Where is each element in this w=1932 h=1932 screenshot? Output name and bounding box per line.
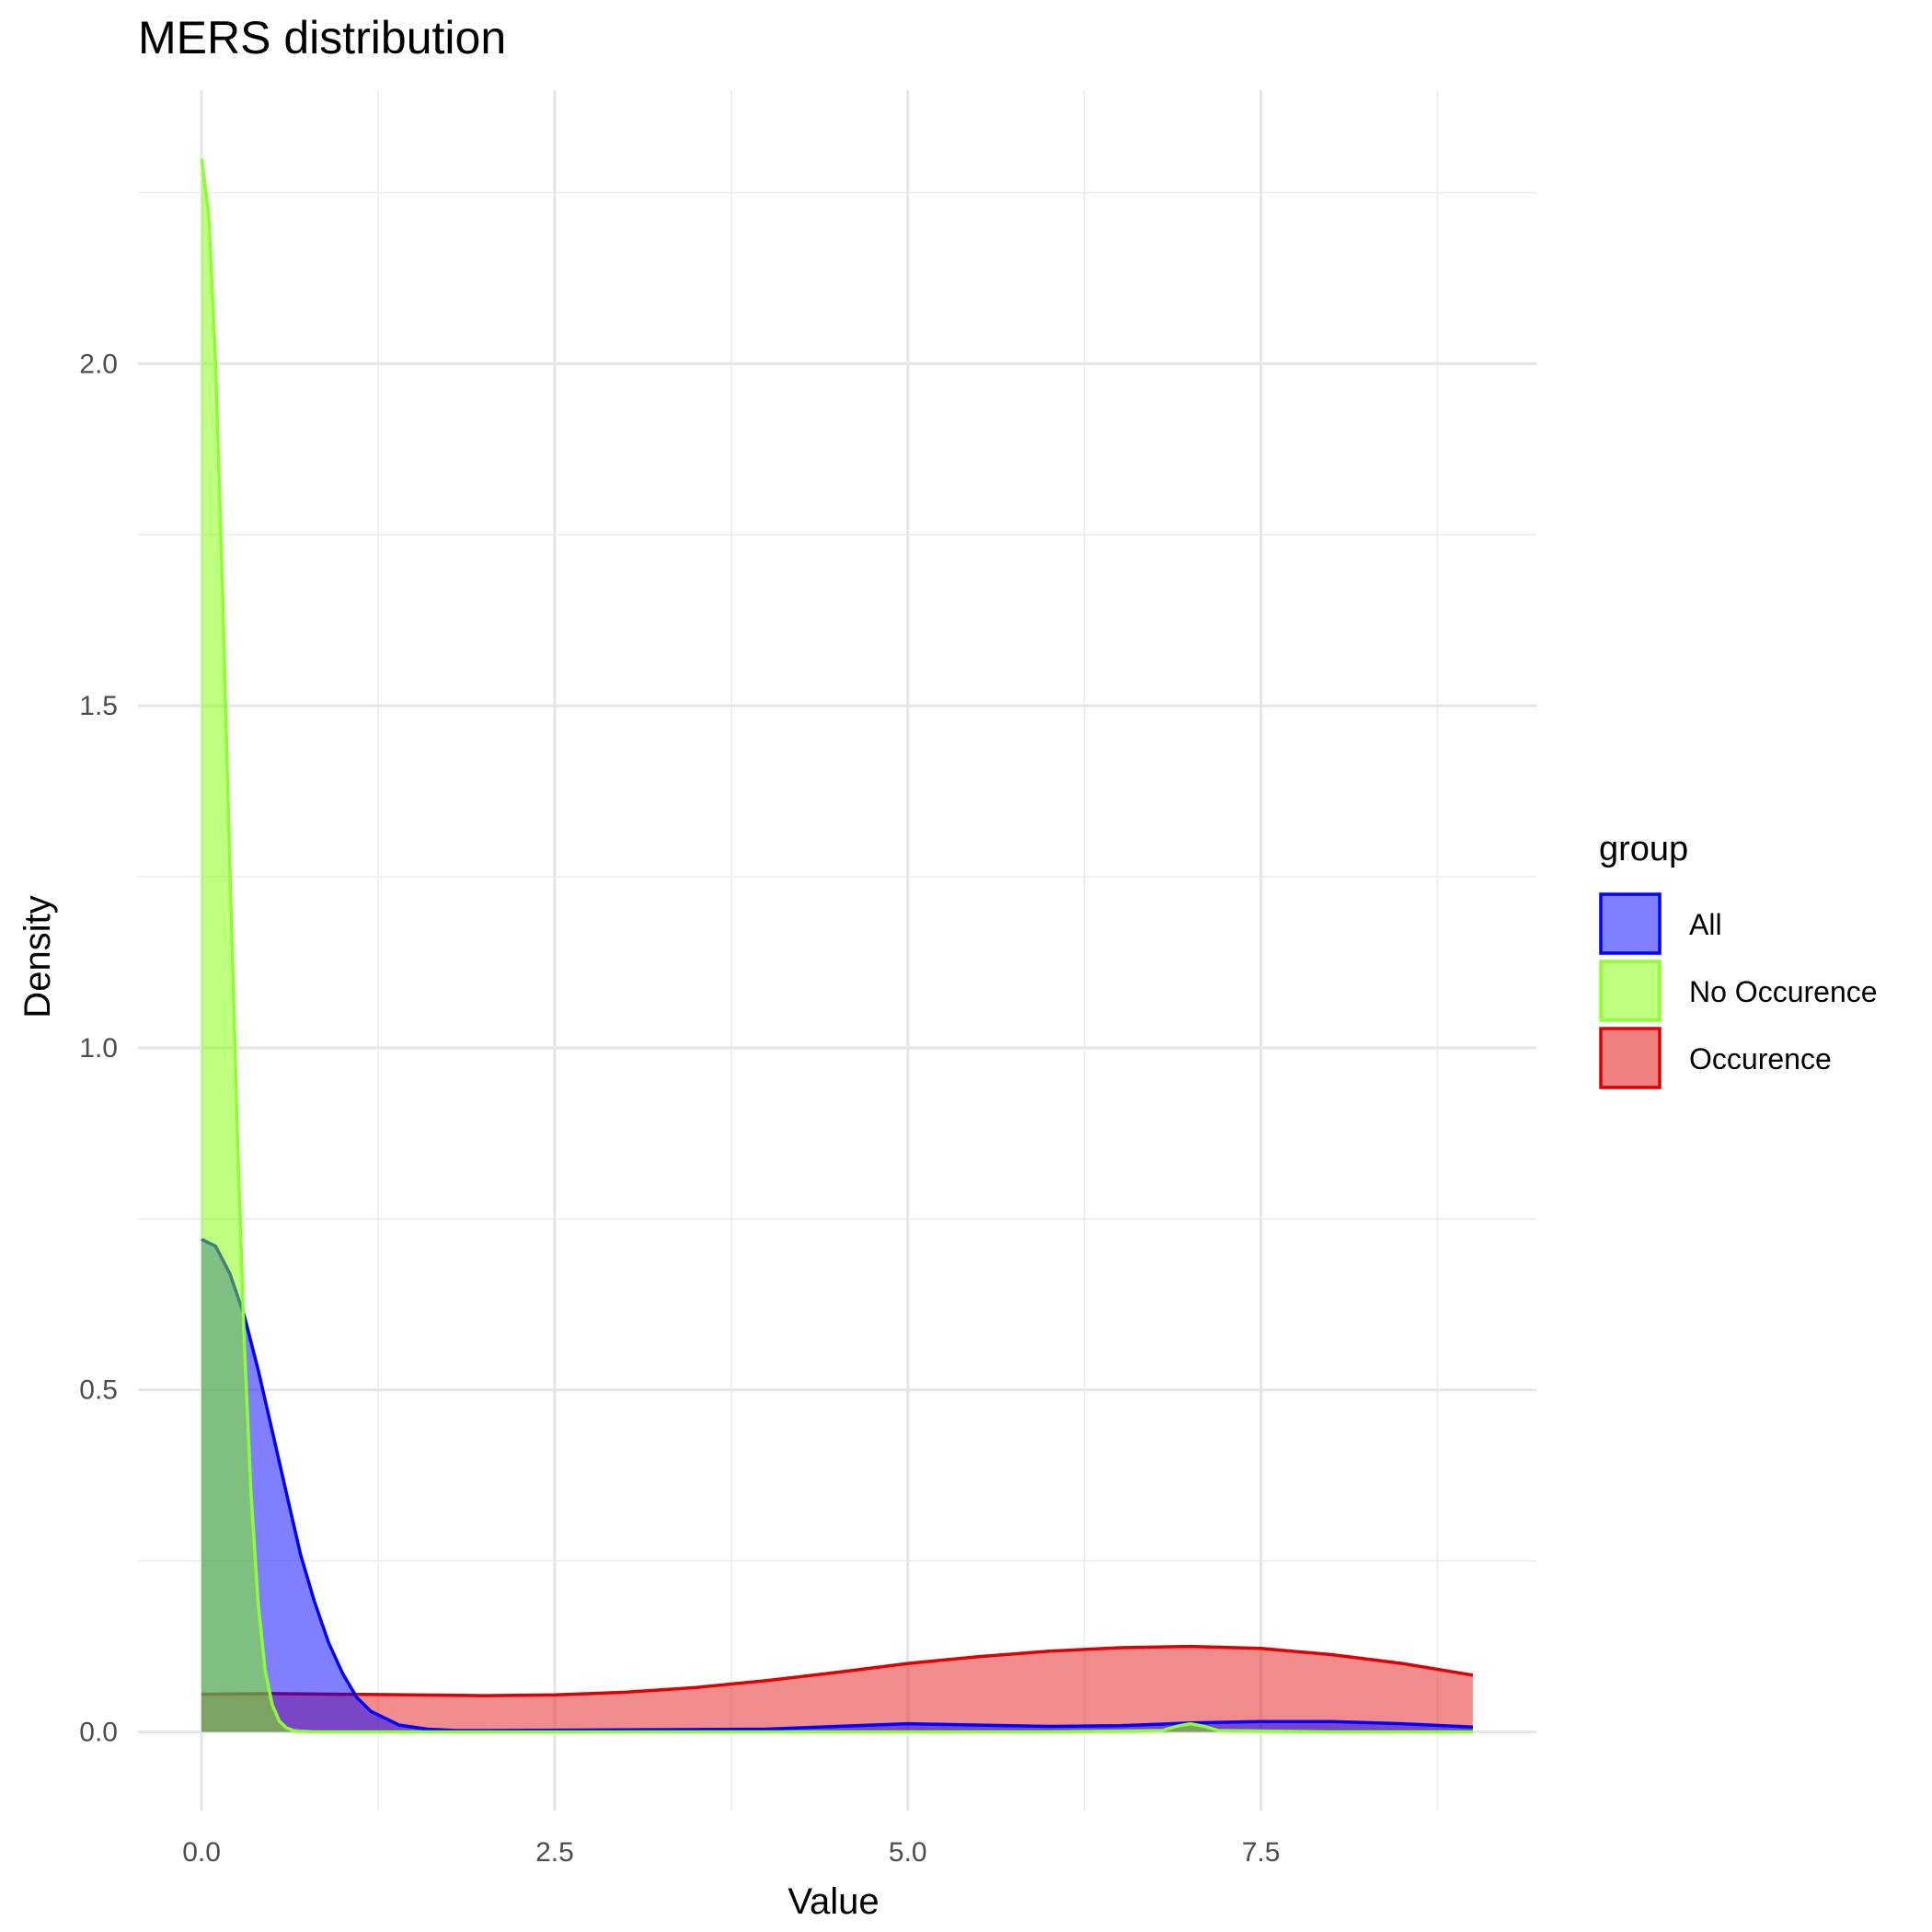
- legend-label-occurence: Occurence: [1689, 1042, 1832, 1075]
- y-tick-label-2: 1.0: [79, 1033, 118, 1064]
- y-tick-label-1: 0.5: [79, 1375, 118, 1406]
- density-line-all: [201, 1237, 1473, 1732]
- legend-key-no-occurence: [1599, 960, 1662, 1022]
- density-line-no-occurence: [200, 158, 1473, 1734]
- y-tick-label-4: 2.0: [79, 349, 118, 379]
- legend: group All No Occurence Occurence: [1599, 830, 1878, 1089]
- y-tick-label-3: 1.5: [79, 691, 118, 721]
- x-tick-label-3: 7.5: [1242, 1837, 1281, 1868]
- chart-title: MERS distribution: [138, 12, 506, 63]
- x-axis-ticks: 0.0 2.5 5.0 7.5: [182, 1837, 1280, 1868]
- density-area-all: [201, 1239, 1473, 1732]
- legend-key-occurence: [1599, 1027, 1662, 1089]
- density-areas: [200, 158, 1474, 1734]
- x-tick-label-0: 0.0: [182, 1837, 221, 1868]
- y-axis-ticks: 0.0 0.5 1.0 1.5 2.0: [79, 349, 118, 1747]
- grid: [138, 90, 1536, 1811]
- legend-key-all: [1599, 892, 1662, 955]
- density-area-occurence: [201, 1646, 1473, 1732]
- legend-label-no-occurence: No Occurence: [1689, 975, 1878, 1008]
- x-tick-label-1: 2.5: [535, 1837, 574, 1868]
- density-area-no-occurence: [201, 158, 1473, 1732]
- legend-title: group: [1599, 830, 1688, 868]
- y-axis-title: Density: [17, 895, 58, 1018]
- x-tick-label-2: 5.0: [889, 1837, 927, 1868]
- x-axis-title: Value: [788, 1881, 879, 1922]
- y-tick-label-0: 0.0: [79, 1717, 118, 1747]
- density-line-occurence: [201, 1644, 1474, 1697]
- legend-label-all: All: [1689, 908, 1722, 941]
